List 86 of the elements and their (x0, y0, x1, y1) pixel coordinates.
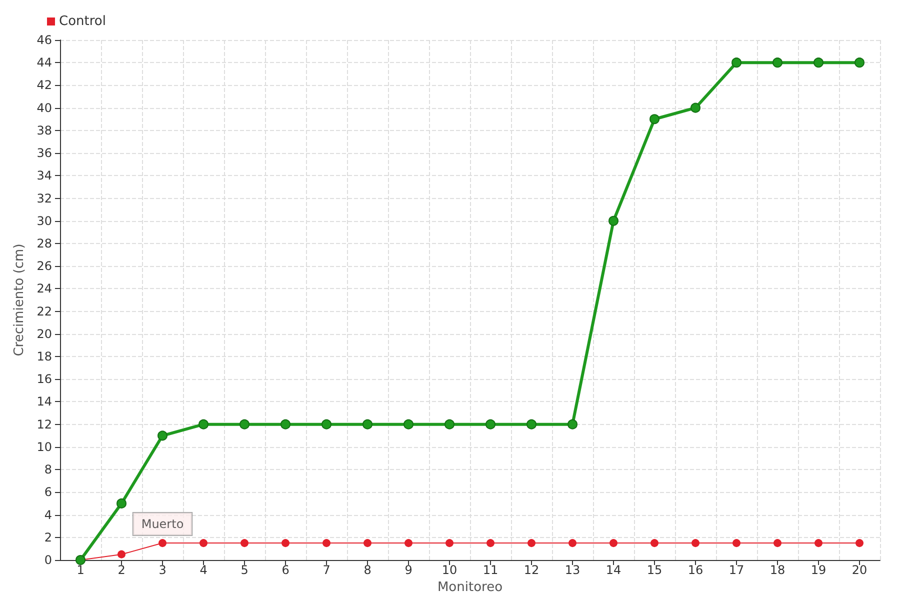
y-axis-title: Crecimiento (cm) (12, 244, 27, 356)
point (116, 498, 126, 508)
point (690, 102, 700, 113)
point (240, 539, 248, 548)
point (856, 539, 864, 548)
y-tick-label: 38 (36, 123, 52, 138)
point (486, 419, 496, 430)
point (364, 539, 372, 548)
point (732, 58, 742, 68)
point (814, 58, 824, 68)
point (650, 539, 658, 548)
point (158, 430, 168, 441)
x-tick-label: 2 (118, 563, 126, 577)
y-tick-label: 0 (44, 553, 52, 567)
point (444, 419, 454, 430)
x-tick-label: 20 (852, 563, 868, 577)
point (322, 539, 330, 548)
y-tick-label: 42 (36, 78, 52, 92)
x-tick-label: 3 (158, 563, 166, 577)
point (486, 539, 494, 548)
point (610, 539, 618, 548)
point (158, 539, 166, 548)
x-tick-label: 6 (282, 563, 290, 577)
point (240, 419, 250, 430)
point (608, 216, 618, 226)
x-axis-title: Monitoreo (437, 580, 503, 595)
y-tick-label: 12 (36, 417, 52, 432)
point (814, 539, 822, 548)
point (280, 419, 290, 430)
y-tick-label: 46 (36, 33, 52, 47)
point (446, 539, 454, 548)
x-tick-label: 18 (770, 563, 786, 577)
x-tick-label: 13 (564, 563, 580, 577)
point (526, 419, 536, 430)
y-tick-label: 14 (36, 394, 52, 409)
y-tick-label: 34 (36, 168, 52, 183)
point (118, 550, 126, 558)
y-tick-label: 10 (36, 440, 52, 454)
y-tick-label: 6 (44, 485, 52, 500)
point (692, 539, 700, 548)
y-tick-label: 18 (36, 350, 52, 364)
x-tick-label: 17 (728, 563, 744, 577)
point (568, 419, 578, 430)
x-tick-label: 4 (200, 563, 208, 577)
point (404, 539, 412, 548)
x-tick-label: 5 (240, 563, 248, 577)
x-tick-label: 12 (524, 563, 540, 577)
x-tick-label: 1 (76, 563, 84, 577)
y-tick-label: 32 (36, 191, 52, 206)
x-tick-label: 19 (810, 563, 826, 577)
y-tick-label: 20 (36, 326, 52, 341)
y-tick-label: 4 (44, 508, 52, 522)
x-tick-label: 16 (688, 563, 704, 577)
y-tick-label: 16 (36, 372, 52, 386)
y-tick-label: 22 (36, 304, 52, 318)
x-tick-label: 14 (606, 563, 622, 577)
point (854, 58, 864, 68)
point (772, 58, 782, 68)
point (404, 419, 414, 430)
point (568, 539, 576, 548)
x-tick-label: 8 (364, 563, 372, 577)
y-tick-label: 28 (36, 236, 52, 250)
annotation: Muerto (141, 517, 184, 532)
y-tick-label: 2 (44, 530, 52, 544)
point (528, 539, 536, 548)
y-tick-label: 36 (36, 146, 52, 160)
y-tick-label: 26 (36, 259, 52, 274)
point (282, 539, 290, 548)
y-tick-label: 30 (36, 214, 52, 228)
y-tick-label: 24 (36, 282, 52, 296)
point (650, 114, 660, 124)
point (198, 419, 208, 430)
y-tick-label: 44 (36, 56, 52, 70)
y-tick-label: 40 (36, 100, 52, 115)
legend-label: Control (59, 14, 106, 29)
point (774, 539, 782, 548)
x-tick-label: 11 (482, 563, 498, 577)
x-tick-label: 7 (322, 563, 330, 577)
point (362, 419, 372, 430)
y-tick-label: 8 (44, 462, 52, 477)
point (732, 539, 740, 548)
point (322, 419, 332, 430)
x-tick-label: 10 (442, 563, 458, 577)
x-tick-label: 9 (404, 563, 412, 577)
point (200, 539, 208, 548)
x-tick-label: 15 (646, 563, 662, 577)
